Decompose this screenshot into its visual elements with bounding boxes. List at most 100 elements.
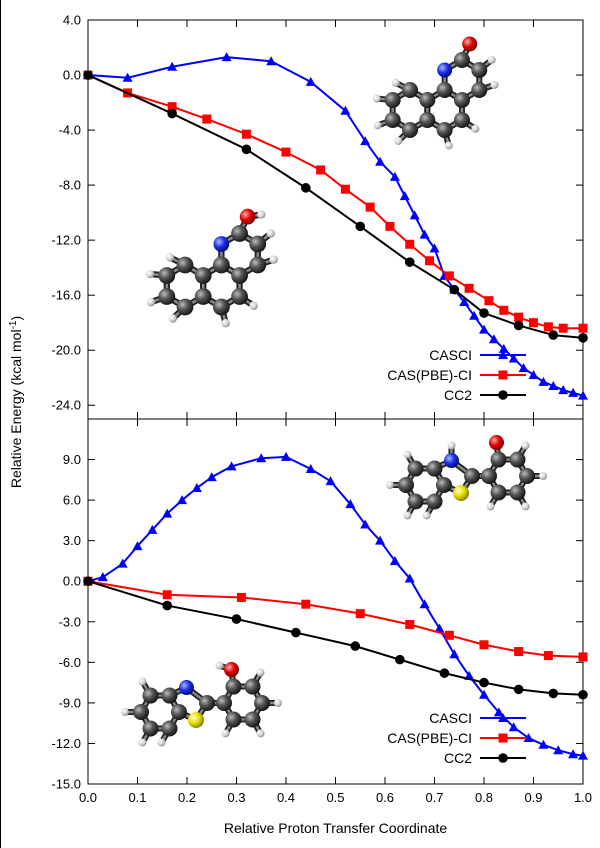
carbon-atom bbox=[158, 288, 176, 305]
hydrogen-atom bbox=[394, 136, 403, 145]
data-point bbox=[513, 684, 524, 695]
data-point bbox=[578, 750, 588, 760]
data-point bbox=[167, 102, 177, 112]
data-point bbox=[389, 555, 400, 565]
series-line bbox=[87, 56, 584, 397]
x-tick-label: 0.2 bbox=[178, 790, 196, 805]
y-tick-label: -15.0 bbox=[51, 777, 81, 792]
data-point bbox=[97, 572, 108, 582]
carbon-atom bbox=[171, 704, 187, 720]
data-point bbox=[345, 499, 356, 509]
data-point bbox=[162, 508, 173, 518]
hydrogen-atom bbox=[521, 441, 530, 450]
legend-label: CC2 bbox=[444, 387, 472, 403]
y-tick-label: 0.0 bbox=[63, 574, 81, 589]
carbon-atom bbox=[471, 82, 488, 98]
legend-marker bbox=[498, 753, 508, 763]
data-point bbox=[543, 651, 553, 661]
data-point bbox=[419, 229, 430, 239]
nitrogen-atom bbox=[437, 62, 453, 78]
data-point bbox=[405, 619, 415, 629]
hydrogen-atom bbox=[138, 738, 147, 747]
molecule-enol-benzothiazole bbox=[121, 661, 282, 747]
carbon-atom bbox=[231, 267, 248, 284]
data-point bbox=[578, 333, 588, 343]
data-point bbox=[122, 72, 133, 82]
data-point bbox=[479, 677, 489, 688]
data-point bbox=[395, 654, 405, 665]
data-point bbox=[206, 472, 217, 482]
hydrogen-atom bbox=[269, 255, 278, 264]
data-point bbox=[202, 114, 212, 124]
data-point bbox=[132, 541, 143, 551]
carbon-atom bbox=[509, 484, 526, 501]
hydrogen-atom bbox=[391, 78, 400, 87]
y-tick-label: 3.0 bbox=[63, 533, 81, 548]
carbon-atom bbox=[436, 82, 453, 98]
carbon-atom bbox=[464, 468, 480, 484]
carbon-atom bbox=[161, 687, 178, 704]
data-point bbox=[167, 61, 178, 71]
hydrogen-atom bbox=[256, 668, 265, 677]
hydrogen-atom bbox=[386, 481, 394, 489]
y-tick-label: 4.0 bbox=[63, 13, 81, 28]
series-cas-pbe-ci bbox=[83, 576, 588, 662]
hydrogen-atom bbox=[521, 502, 530, 511]
data-point bbox=[578, 689, 588, 700]
y-tick-label: -3.0 bbox=[59, 614, 81, 629]
carbon-atom bbox=[199, 695, 215, 711]
carbon-atom bbox=[249, 235, 267, 253]
hydrogen-atom bbox=[146, 297, 156, 307]
carbon-atom bbox=[509, 451, 526, 468]
molecule-keto-benzothiazole bbox=[386, 435, 547, 520]
data-point bbox=[256, 453, 267, 463]
nitrogen-atom bbox=[444, 453, 459, 469]
data-point bbox=[350, 641, 361, 651]
carbon-atom bbox=[407, 493, 424, 510]
hydrogen-atom bbox=[373, 121, 382, 130]
carbon-atom bbox=[244, 678, 261, 695]
data-point bbox=[301, 599, 311, 609]
carbon-atom bbox=[453, 112, 470, 128]
carbon-atom bbox=[161, 720, 178, 737]
carbon-atom bbox=[453, 52, 470, 68]
hydrogen-atom bbox=[471, 124, 480, 133]
y-tick-label: 0.0 bbox=[63, 68, 81, 83]
oxygen-atom bbox=[239, 208, 256, 225]
data-point bbox=[83, 70, 93, 80]
y-tick-label: -20.0 bbox=[51, 343, 81, 358]
series-line bbox=[87, 455, 584, 757]
data-point bbox=[444, 271, 454, 281]
hydrogen-atom bbox=[274, 699, 282, 707]
series-line bbox=[87, 580, 584, 696]
carbon-atom bbox=[194, 288, 212, 305]
data-point bbox=[488, 334, 499, 344]
molecule-enol-benzoquinoline bbox=[145, 208, 278, 328]
legend-marker bbox=[498, 370, 508, 380]
y-tick-label: -8.0 bbox=[59, 178, 81, 193]
data-point bbox=[226, 461, 237, 471]
oxygen-atom bbox=[224, 662, 239, 678]
data-point bbox=[578, 652, 588, 662]
data-point bbox=[117, 558, 128, 568]
data-point bbox=[409, 210, 420, 220]
oxygen-atom bbox=[489, 435, 504, 451]
hydrogen-atom bbox=[256, 729, 265, 738]
data-point bbox=[385, 221, 395, 231]
x-tick-label: 0.3 bbox=[227, 790, 245, 805]
data-point bbox=[514, 647, 524, 657]
data-point bbox=[177, 495, 188, 505]
carbon-atom bbox=[436, 477, 452, 493]
hydrogen-atom bbox=[138, 677, 147, 686]
carbon-atom bbox=[453, 92, 470, 108]
data-point bbox=[404, 257, 415, 267]
hydrogen-atom bbox=[403, 511, 412, 520]
carbon-atom bbox=[407, 460, 424, 477]
legend-marker bbox=[498, 713, 508, 722]
data-point bbox=[469, 310, 480, 320]
hydrogen-atom bbox=[372, 94, 381, 103]
y-tick-label: 6.0 bbox=[63, 493, 81, 508]
carbon-atom bbox=[419, 92, 436, 108]
data-point bbox=[147, 524, 158, 534]
carbon-atom bbox=[402, 122, 418, 138]
